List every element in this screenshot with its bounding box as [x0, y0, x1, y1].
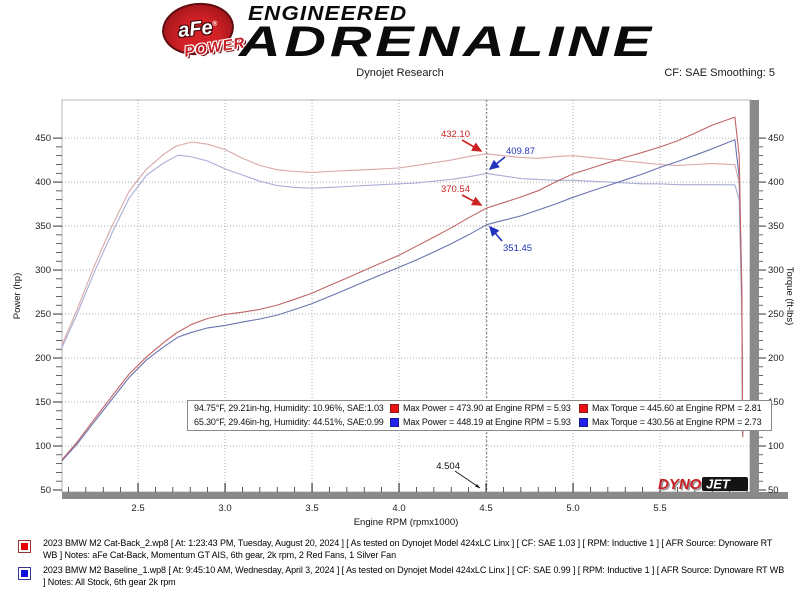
registered-mark: ® [211, 19, 218, 28]
y-tick-label-right: 400 [768, 177, 784, 188]
y-tick-label-left: 400 [35, 177, 51, 188]
red-run-swatch-icon [18, 540, 31, 553]
x-tick-label: 5.0 [566, 503, 579, 514]
y-tick-label-right: 50 [768, 485, 779, 496]
annotation-label: 370.54 [441, 184, 470, 195]
blue-run-swatch-icon [18, 567, 31, 580]
annotation-arrow [488, 156, 506, 170]
catback-torque-curve [61, 141, 744, 429]
red-series-swatch-icon [579, 403, 588, 413]
dynojet-logo-dyno: DYNO [658, 476, 702, 493]
y-tick-label-right: 150 [768, 397, 784, 408]
y-tick-label-right: 250 [768, 309, 784, 320]
y-tick-label-right: 200 [768, 353, 784, 364]
dynojet-logo-box [702, 477, 748, 491]
annotation-arrow [488, 225, 503, 242]
annotation-arrow [461, 139, 483, 152]
max-torque-catback: Max Torque = 445.60 at Engine RPM = 2.81 [592, 403, 762, 413]
max-power-catback: Max Power = 473.90 at Engine RPM = 5.93 [403, 403, 571, 413]
x-tick-label: 3.0 [218, 503, 231, 514]
y-tick-label-left: 200 [35, 353, 51, 364]
adrenaline-wordmark: ADRENALINE [239, 17, 656, 66]
annotation-label: 409.87 [506, 146, 535, 157]
weather-baseline: 65.30°F, 29.46in-hg, Humidity: 44.51%, S… [194, 417, 384, 427]
y-tick-label-right: 450 [768, 133, 784, 144]
dynojet-logo: DYNO DYNO JET [658, 476, 748, 495]
y-tick-label-left: 250 [35, 309, 51, 320]
y-axis-title-power: Power (hp) [12, 273, 23, 319]
x-tick-label: 4.0 [392, 503, 405, 514]
run-entry-baseline: 2023 BMW M2 Baseline_1.wp8 [ At: 9:45:10… [14, 565, 792, 588]
annotation-arrow [454, 470, 481, 489]
annotation-label: 432.10 [441, 129, 470, 140]
bottom-axis-bar [62, 492, 788, 499]
run-stats-box: 94.75°F, 29.21in-hg, Humidity: 10.96%, S… [187, 400, 772, 431]
run-text-baseline: 2023 BMW M2 Baseline_1.wp8 [ At: 9:45:10… [43, 565, 785, 587]
right-axis-bar [750, 100, 759, 499]
dynojet-logo-jet: JET [706, 477, 731, 492]
y-tick-label-left: 50 [40, 485, 51, 496]
y-tick-label-right: 300 [768, 265, 784, 276]
baseline-torque-curve [61, 154, 744, 433]
stats-row-baseline: 65.30°F, 29.46in-hg, Humidity: 44.51%, S… [188, 415, 771, 429]
stats-row-catback: 94.75°F, 29.21in-hg, Humidity: 10.96%, S… [188, 401, 771, 415]
catback-power-curve [61, 116, 744, 461]
dyno-chart: 50 50 100 100 150 150 200 200 250 250 300 300 350 350… [12, 99, 795, 528]
chart-subheader: Dynojet Research CF: SAE Smoothing: 5 [0, 67, 800, 85]
engineered-wordmark: ENGINEERED [248, 3, 408, 25]
annotation-label: 4.504 [436, 461, 460, 472]
run-text-catback: 2023 BMW M2 Cat-Back_2.wp8 [ At: 1:23:43… [43, 538, 773, 560]
y-tick-label-left: 150 [35, 397, 51, 408]
y-tick-label-right: 100 [768, 441, 784, 452]
run-entry-catback: 2023 BMW M2 Cat-Back_2.wp8 [ At: 1:23:43… [14, 538, 792, 561]
max-torque-baseline: Max Torque = 430.56 at Engine RPM = 2.73 [592, 417, 762, 427]
y-tick-label-left: 350 [35, 221, 51, 232]
sae-smoothing-label: CF: SAE Smoothing: 5 [664, 67, 775, 79]
x-tick-label: 4.5 [479, 503, 492, 514]
brand-header: aFe® POWER ENGINEERED ADRENALINE [0, 0, 800, 66]
y-tick-label-right: 350 [768, 221, 784, 232]
blue-series-swatch-icon [390, 417, 399, 427]
x-tick-label: 5.5 [653, 503, 666, 514]
dynojet-logo-shadow: DYNO [660, 478, 704, 495]
annotation-label: 351.45 [503, 243, 532, 254]
annotation-arrow [461, 194, 483, 206]
chart-annotations: 432.10 409.87 370.54 351.45 4.504 [436, 129, 535, 489]
x-axis-title: Engine RPM (rpmx1000) [354, 517, 459, 528]
max-power-baseline: Max Power = 448.19 at Engine RPM = 5.93 [403, 417, 571, 427]
x-tick-label: 2.5 [131, 503, 144, 514]
weather-catback: 94.75°F, 29.21in-hg, Humidity: 10.96%, S… [194, 403, 384, 413]
red-series-swatch-icon [390, 403, 399, 413]
dyno-curves [61, 116, 744, 462]
y-tick-label-left: 450 [35, 133, 51, 144]
dynojet-research-title: Dynojet Research [356, 67, 444, 79]
plot-frame [61, 99, 751, 493]
run-descriptions: 2023 BMW M2 Cat-Back_2.wp8 [ At: 1:23:43… [14, 538, 792, 592]
y-axis-title-torque: Torque (ft-lbs) [784, 267, 795, 326]
baseline-power-curve [61, 139, 744, 462]
afe-logo-text: aFe [177, 16, 214, 42]
y-tick-label-left: 300 [35, 265, 51, 276]
axis-ticks-and-labels: 50 50 100 100 150 150 200 200 250 250 300 300 350 350… [35, 133, 784, 514]
y-tick-label-left: 100 [35, 441, 51, 452]
blue-series-swatch-icon [579, 417, 588, 427]
x-tick-label: 3.5 [305, 503, 318, 514]
